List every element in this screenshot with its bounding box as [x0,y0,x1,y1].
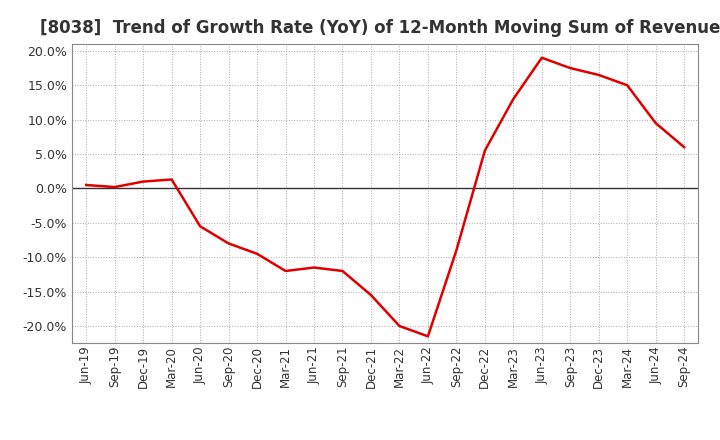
Title: [8038]  Trend of Growth Rate (YoY) of 12-Month Moving Sum of Revenues: [8038] Trend of Growth Rate (YoY) of 12-… [40,19,720,37]
